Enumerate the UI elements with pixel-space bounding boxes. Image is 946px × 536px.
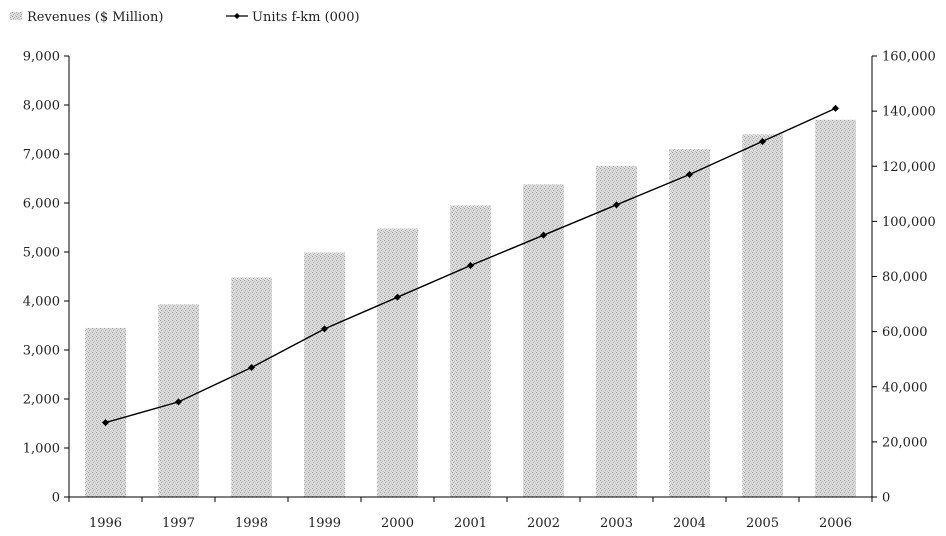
left-y-tick-label: 6,000 (23, 197, 60, 212)
left-y-tick-label: 4,000 (23, 295, 60, 310)
legend-marker-units (234, 13, 240, 19)
left-y-tick-label: 0 (52, 491, 60, 506)
right-y-tick-label: 160,000 (882, 50, 936, 65)
legend-label-units: Units f-km (000) (252, 10, 360, 25)
point-units-1999 (321, 325, 328, 333)
bar-revenues-2001 (450, 205, 491, 497)
left-y-tick-label: 2,000 (23, 393, 60, 408)
bar-revenues-2004 (669, 149, 710, 497)
right-y-tick-label: 60,000 (882, 325, 928, 340)
left-y-tick-label: 8,000 (23, 99, 60, 114)
point-units-2006 (832, 104, 839, 112)
right-y-tick-label: 100,000 (882, 215, 936, 230)
left-y-tick-label: 5,000 (23, 246, 60, 261)
right-y-tick-label: 40,000 (882, 380, 928, 395)
x-tick-label: 1998 (235, 516, 268, 531)
point-units-2001 (467, 261, 474, 269)
bar-revenues-2005 (742, 134, 783, 497)
legend-swatch-revenues (10, 12, 22, 20)
x-tick-label: 1997 (162, 516, 195, 531)
right-y-tick-label: 120,000 (882, 160, 936, 175)
point-units-1998 (248, 363, 255, 371)
x-tick-label: 1999 (308, 516, 341, 531)
x-tick-label: 2001 (454, 516, 487, 531)
plot-area: 0 1,000 2,000 3,000 4,000 5,000 6,000 7,000 8,00… (23, 50, 936, 532)
point-units-2002 (540, 231, 547, 239)
legend: Revenues ($ Million) Units f-km (000) (10, 10, 360, 25)
bar-revenues-2006 (815, 119, 856, 497)
x-tick-label: 2006 (819, 516, 852, 531)
right-y-tick-label: 0 (882, 491, 890, 506)
bar-revenues-2002 (523, 184, 564, 497)
x-tick-label: 1996 (89, 516, 122, 531)
left-y-tick-label: 7,000 (23, 148, 60, 163)
bar-revenues-1996 (85, 327, 126, 497)
right-y-tick-label: 20,000 (882, 435, 928, 450)
legend-label-revenues: Revenues ($ Million) (27, 10, 163, 25)
left-y-tick-label: 9,000 (23, 50, 60, 65)
point-units-2004 (686, 171, 693, 179)
left-y-tick-label: 1,000 (23, 442, 60, 457)
x-tick-label: 2004 (673, 516, 706, 531)
x-tick-label: 2003 (600, 516, 633, 531)
x-tick-label: 2000 (381, 516, 414, 531)
point-units-2005 (759, 137, 766, 145)
bar-revenues-1999 (304, 252, 345, 497)
right-y-tick-label: 140,000 (882, 105, 936, 120)
bar-revenues-1998 (231, 277, 272, 497)
point-units-1996 (102, 419, 109, 427)
left-y-tick-label: 3,000 (23, 344, 60, 359)
point-units-2003 (613, 201, 620, 209)
right-y-tick-label: 80,000 (882, 270, 928, 285)
x-tick-label: 2002 (527, 516, 560, 531)
x-tick-label: 2005 (746, 516, 779, 531)
point-units-1997 (175, 398, 182, 406)
point-units-2000 (394, 293, 401, 301)
bar-revenues-2003 (596, 165, 637, 498)
bar-revenues-2000 (377, 228, 418, 497)
